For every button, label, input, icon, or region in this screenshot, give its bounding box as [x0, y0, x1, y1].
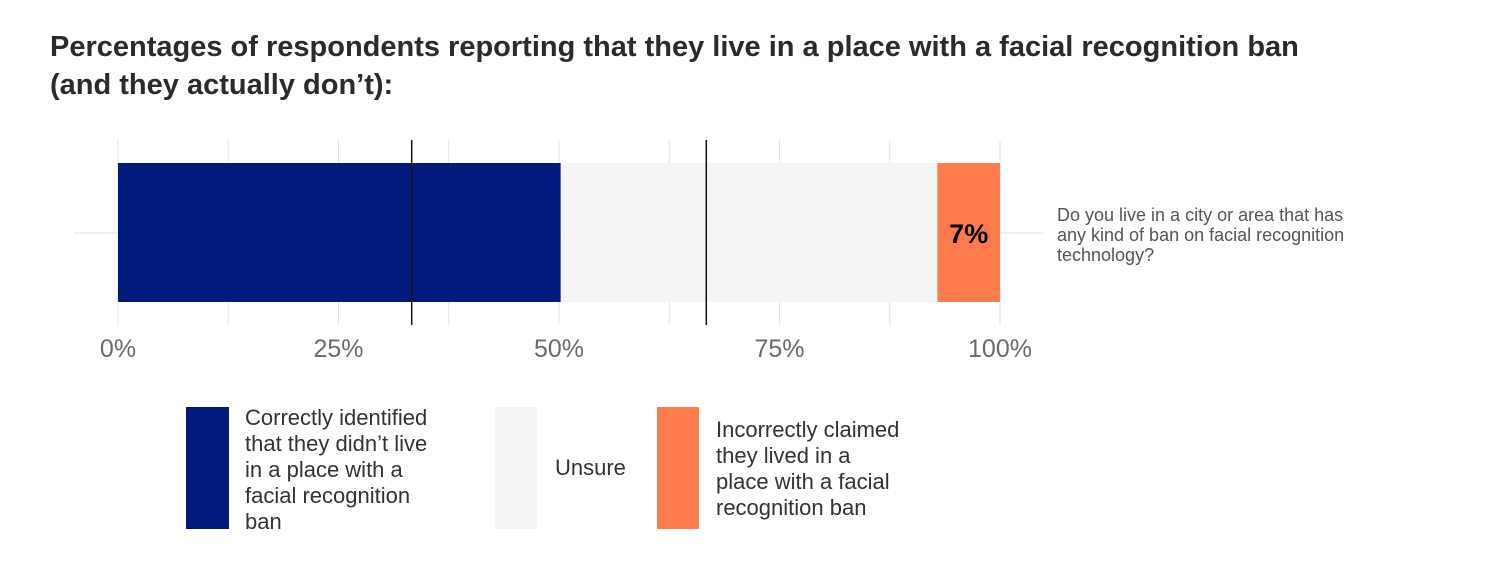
- legend-label-correct-line-4: facial recognition: [245, 483, 411, 508]
- legend-label-incorrect: Incorrectly claimed they lived in a plac…: [716, 417, 976, 521]
- category-label-line-1: Do you live in a city or area that has: [1057, 205, 1344, 225]
- category-label-line-2: any kind of ban on facial recognition: [1057, 225, 1345, 245]
- legend-label-incorrect-line-3: place with a facial: [716, 469, 890, 494]
- legend-swatch-unsure: [495, 407, 537, 529]
- category-label: Do you live in a city or area that has a…: [1057, 205, 1457, 265]
- x-tick-label: 0%: [100, 335, 136, 363]
- bar-segment-correct: [118, 163, 561, 302]
- legend-label-correct-line-1: Correctly identified: [245, 405, 428, 430]
- legend-swatch-incorrect: [657, 407, 699, 529]
- chart-title-line-1: Percentages of respondents reporting tha…: [50, 31, 1299, 63]
- legend-label-incorrect-line-4: recognition ban: [716, 495, 867, 520]
- legend-label-correct-line-3: in a place with a: [245, 457, 403, 482]
- legend-label-unsure: Unsure: [555, 455, 675, 481]
- legend-label-incorrect-line-1: Incorrectly claimed: [716, 417, 900, 442]
- bar-segment-unsure: [560, 163, 938, 302]
- chart-title: Percentages of respondents reporting tha…: [50, 28, 1450, 104]
- category-label-line-3: technology?: [1057, 245, 1155, 265]
- legend-label-incorrect-line-2: they lived in a: [716, 443, 851, 468]
- x-tick-label: 75%: [754, 335, 804, 363]
- legend-label-correct-line-5: ban: [245, 509, 282, 534]
- legend-swatch-correct: [186, 407, 229, 529]
- legend-label-unsure-line-1: Unsure: [555, 455, 626, 480]
- chart-title-line-2: (and they actually don’t):: [50, 69, 394, 101]
- x-tick-label: 100%: [968, 335, 1032, 363]
- data-label: 7%: [949, 219, 988, 249]
- x-tick-label: 50%: [534, 335, 584, 363]
- bar-segment-incorrect: [937, 163, 1000, 302]
- x-tick-label: 25%: [313, 335, 363, 363]
- legend-label-correct-line-2: that they didn’t live: [245, 431, 428, 456]
- legend-label-correct: Correctly identified that they didn’t li…: [245, 405, 505, 535]
